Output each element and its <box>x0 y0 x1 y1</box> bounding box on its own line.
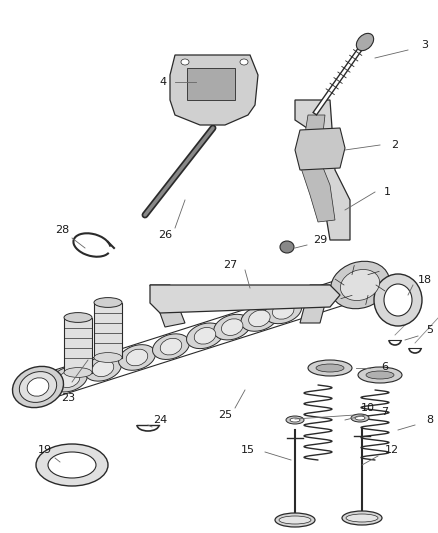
Ellipse shape <box>290 418 300 422</box>
Ellipse shape <box>355 416 365 420</box>
Text: 28: 28 <box>55 225 69 235</box>
Ellipse shape <box>181 59 189 65</box>
Ellipse shape <box>340 270 380 301</box>
Polygon shape <box>300 285 330 323</box>
Text: 18: 18 <box>418 275 432 285</box>
Text: 6: 6 <box>381 362 389 372</box>
Ellipse shape <box>19 372 57 402</box>
Text: 10: 10 <box>361 403 375 413</box>
Ellipse shape <box>384 284 412 316</box>
Bar <box>94 303 122 358</box>
Text: 19: 19 <box>38 445 52 455</box>
Ellipse shape <box>265 298 302 324</box>
Text: 5: 5 <box>427 325 434 335</box>
Ellipse shape <box>36 444 108 486</box>
Ellipse shape <box>249 310 270 327</box>
Ellipse shape <box>241 305 278 331</box>
Text: 7: 7 <box>381 407 389 417</box>
Text: 15: 15 <box>241 445 255 455</box>
Ellipse shape <box>316 364 344 372</box>
Polygon shape <box>300 115 335 222</box>
Ellipse shape <box>351 414 369 422</box>
Text: 1: 1 <box>384 187 391 197</box>
Bar <box>64 318 92 373</box>
Text: 12: 12 <box>385 445 399 455</box>
Ellipse shape <box>187 323 223 349</box>
Polygon shape <box>295 100 350 240</box>
Ellipse shape <box>275 513 315 527</box>
Ellipse shape <box>286 416 304 424</box>
Text: 8: 8 <box>427 415 434 425</box>
Polygon shape <box>170 55 258 125</box>
Ellipse shape <box>126 349 148 366</box>
Ellipse shape <box>366 371 394 379</box>
Ellipse shape <box>48 452 96 478</box>
Ellipse shape <box>308 360 352 376</box>
Ellipse shape <box>357 34 374 51</box>
Bar <box>187 68 235 100</box>
Ellipse shape <box>279 516 311 524</box>
Text: 3: 3 <box>421 40 428 50</box>
Ellipse shape <box>280 241 294 253</box>
Ellipse shape <box>64 312 92 322</box>
Ellipse shape <box>374 274 422 326</box>
Ellipse shape <box>94 353 122 362</box>
Ellipse shape <box>92 360 114 377</box>
Text: 27: 27 <box>223 260 237 270</box>
Text: 29: 29 <box>313 235 327 245</box>
Ellipse shape <box>160 338 182 355</box>
Ellipse shape <box>331 261 389 309</box>
Polygon shape <box>150 285 340 313</box>
Text: 2: 2 <box>392 140 399 150</box>
Ellipse shape <box>64 368 92 377</box>
Ellipse shape <box>27 378 49 396</box>
Ellipse shape <box>13 366 64 408</box>
Ellipse shape <box>342 511 382 525</box>
Ellipse shape <box>240 59 248 65</box>
Ellipse shape <box>358 367 402 383</box>
Text: 23: 23 <box>61 393 75 403</box>
Polygon shape <box>150 285 185 327</box>
Text: 26: 26 <box>158 230 172 240</box>
Ellipse shape <box>152 334 190 359</box>
Ellipse shape <box>119 345 155 370</box>
Ellipse shape <box>346 514 378 522</box>
Text: 24: 24 <box>153 415 167 425</box>
Ellipse shape <box>194 327 216 344</box>
Ellipse shape <box>85 356 121 381</box>
Ellipse shape <box>272 303 294 319</box>
Ellipse shape <box>50 366 88 392</box>
Ellipse shape <box>58 371 80 387</box>
Ellipse shape <box>222 319 243 335</box>
Ellipse shape <box>214 314 251 340</box>
Text: 25: 25 <box>218 410 232 420</box>
Polygon shape <box>295 128 345 170</box>
Ellipse shape <box>94 297 122 308</box>
Text: 4: 4 <box>159 77 166 87</box>
